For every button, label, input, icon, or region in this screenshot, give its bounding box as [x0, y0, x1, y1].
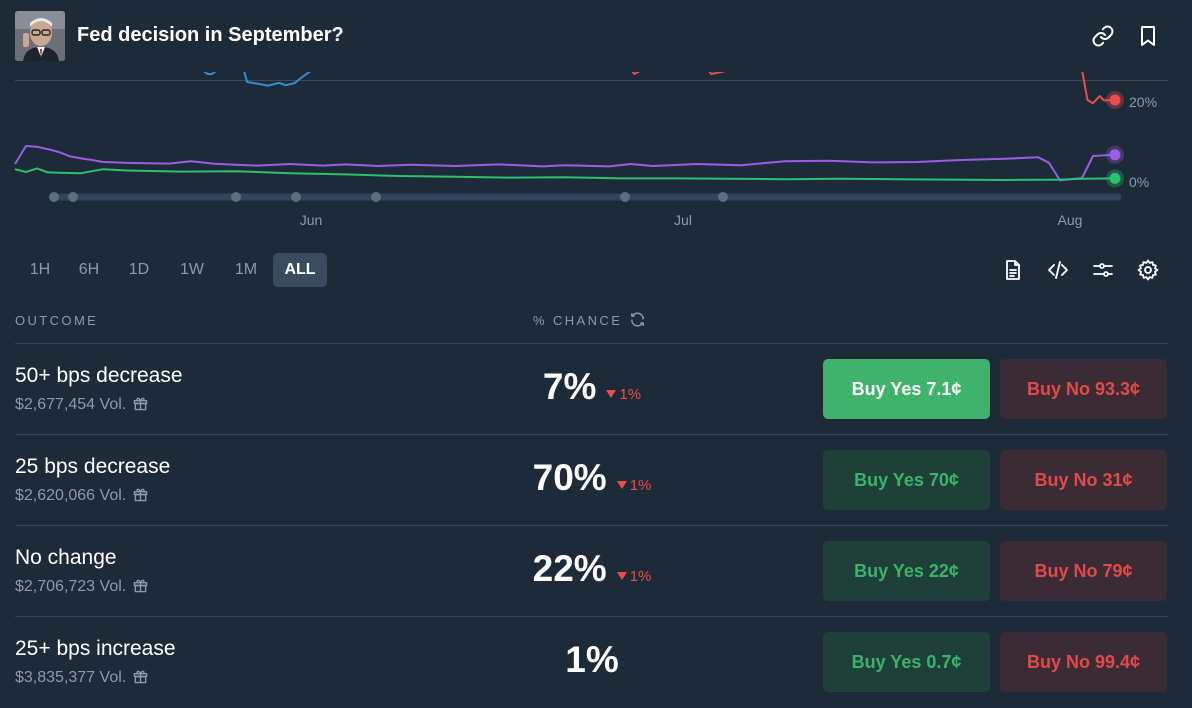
document-icon[interactable]: [1001, 258, 1025, 282]
chance-value: 70%: [532, 457, 607, 498]
outcome-chance: 70% 1%: [492, 455, 692, 501]
buy-yes-button[interactable]: Buy Yes 70¢: [823, 450, 990, 510]
down-arrow-icon: [616, 481, 627, 489]
buy-no-button[interactable]: Buy No 79¢: [1000, 541, 1167, 601]
buy-yes-button[interactable]: Buy Yes 7.1¢: [823, 359, 990, 419]
event-marker[interactable]: [291, 192, 301, 202]
bookmark-icon[interactable]: [1136, 24, 1160, 48]
chart-x-ticks: Jun Jul Aug: [300, 212, 1083, 228]
market-header: Fed decision in September?: [0, 0, 1192, 80]
gift-icon: [133, 397, 148, 411]
time-range-1m[interactable]: 1M: [234, 261, 258, 278]
outcome-name: 50+ bps decrease: [15, 364, 183, 387]
market-title: Fed decision in September?: [77, 24, 344, 46]
chart-series-endpoints: [1106, 91, 1124, 188]
outcome-row[interactable]: 25+ bps increase $3,835,377 Vol. 1% Buy …: [15, 616, 1168, 708]
outcome-name: 25+ bps increase: [15, 637, 176, 660]
series-line-1: [14, 167, 1116, 181]
time-range-1w[interactable]: 1W: [180, 261, 204, 278]
event-marker[interactable]: [371, 192, 381, 202]
person-portrait-icon: [15, 11, 65, 61]
outcome-chance: 7% 1%: [492, 364, 692, 410]
outcome-volume: $2,620,066 Vol.: [15, 487, 148, 505]
chart-y-ticks: 20% 0%: [1129, 94, 1157, 190]
buy-yes-button[interactable]: Buy Yes 0.7¢: [823, 632, 990, 692]
link-icon[interactable]: [1091, 24, 1115, 48]
chart-event-markers: [49, 192, 728, 202]
code-icon[interactable]: [1046, 258, 1070, 282]
outcome-name: No change: [15, 546, 117, 569]
buy-no-button[interactable]: Buy No 99.4¢: [1000, 632, 1167, 692]
x-tick-label: Jun: [300, 212, 323, 228]
y-tick-label: 0%: [1129, 174, 1149, 190]
outcome-column-header: OUTCOME: [15, 313, 99, 328]
event-marker[interactable]: [718, 192, 728, 202]
down-arrow-icon: [616, 572, 627, 580]
gift-icon: [133, 670, 148, 684]
chance-change: 1%: [596, 386, 641, 403]
chance-value: 1%: [565, 639, 619, 680]
outcome-row[interactable]: No change $2,706,723 Vol. 22% 1% Buy Yes …: [15, 525, 1168, 617]
header-divider: [15, 80, 1168, 81]
x-tick-label: Jul: [674, 212, 692, 228]
event-marker[interactable]: [49, 192, 59, 202]
time-range-all[interactable]: ALL: [273, 253, 327, 287]
series-endpoint-1: [1106, 169, 1124, 188]
down-arrow-icon: [606, 390, 617, 398]
outcome-name: 25 bps decrease: [15, 455, 171, 478]
chance-change-value: 1%: [619, 386, 642, 403]
gift-icon: [133, 579, 148, 593]
time-range-1h[interactable]: 1H: [29, 261, 51, 278]
outcome-row[interactable]: 25 bps decrease $2,620,066 Vol. 70% 1% Bu…: [15, 434, 1168, 526]
event-marker[interactable]: [231, 192, 241, 202]
chance-change: 1%: [607, 477, 652, 494]
market-avatar: [15, 11, 65, 61]
sliders-icon[interactable]: [1091, 258, 1115, 282]
outcome-volume: $2,706,723 Vol.: [15, 578, 148, 596]
chance-value: 7%: [542, 366, 597, 407]
chance-value: 22%: [532, 548, 607, 589]
x-tick-label: Aug: [1058, 212, 1083, 228]
gear-icon[interactable]: [1136, 258, 1160, 282]
gift-icon: [133, 488, 148, 502]
chance-column-header: % CHANCE: [533, 313, 623, 328]
outcome-chance: 1%: [492, 637, 692, 683]
refresh-icon[interactable]: [629, 311, 646, 328]
chart-series: [14, 72, 1116, 182]
buy-no-button[interactable]: Buy No 93.3¢: [1000, 359, 1167, 419]
series-endpoint-0: [1106, 145, 1124, 164]
event-marker[interactable]: [620, 192, 630, 202]
outcome-row[interactable]: 50+ bps decrease $2,677,454 Vol. 7% 1% Bu…: [15, 343, 1168, 435]
event-marker[interactable]: [68, 192, 78, 202]
series-line-0: [14, 145, 1116, 182]
outcome-volume: $2,677,454 Vol.: [15, 396, 148, 414]
buy-yes-button[interactable]: Buy Yes 22¢: [823, 541, 990, 601]
chance-change: 1%: [607, 568, 652, 585]
series-endpoint-2: [1106, 91, 1124, 109]
series-line-2: [631, 72, 1116, 105]
outcome-chance: 22% 1%: [492, 546, 692, 592]
buy-no-button[interactable]: Buy No 31¢: [1000, 450, 1167, 510]
chance-change-value: 1%: [629, 568, 652, 585]
price-history-chart[interactable]: 20% 0% Jun Jul Aug: [0, 72, 1192, 232]
time-range-1d[interactable]: 1D: [128, 261, 150, 278]
outcome-volume: $3,835,377 Vol.: [15, 669, 148, 687]
time-range-6h[interactable]: 6H: [78, 261, 100, 278]
series-line-3: [203, 72, 311, 87]
chance-change-value: 1%: [629, 477, 652, 494]
y-tick-label: 20%: [1129, 94, 1157, 110]
